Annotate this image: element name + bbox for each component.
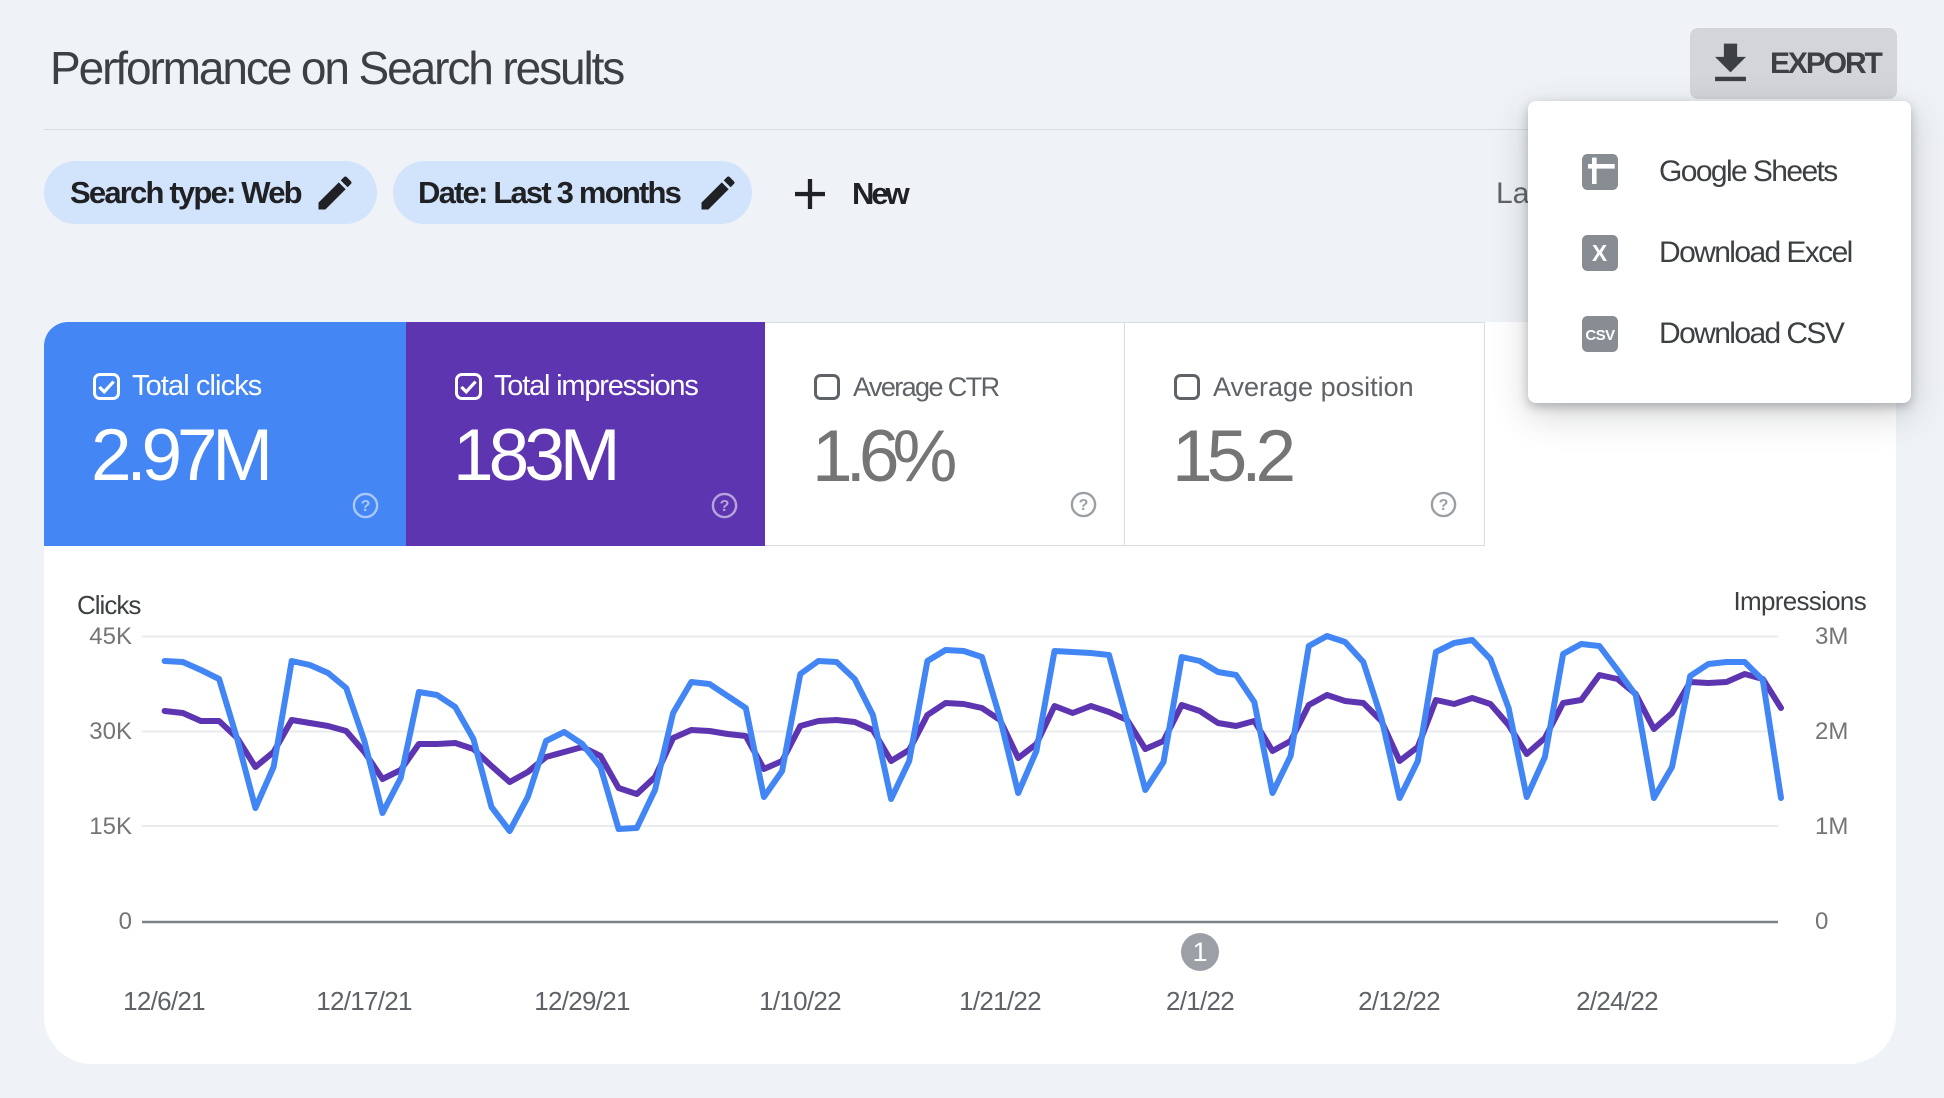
svg-text:?: ?	[720, 498, 730, 515]
svg-text:?: ?	[1079, 497, 1089, 514]
svg-text:?: ?	[1439, 497, 1449, 514]
svg-text:?: ?	[361, 498, 371, 515]
svg-text:X: X	[1592, 240, 1608, 266]
svg-text:CSV: CSV	[1585, 327, 1615, 344]
